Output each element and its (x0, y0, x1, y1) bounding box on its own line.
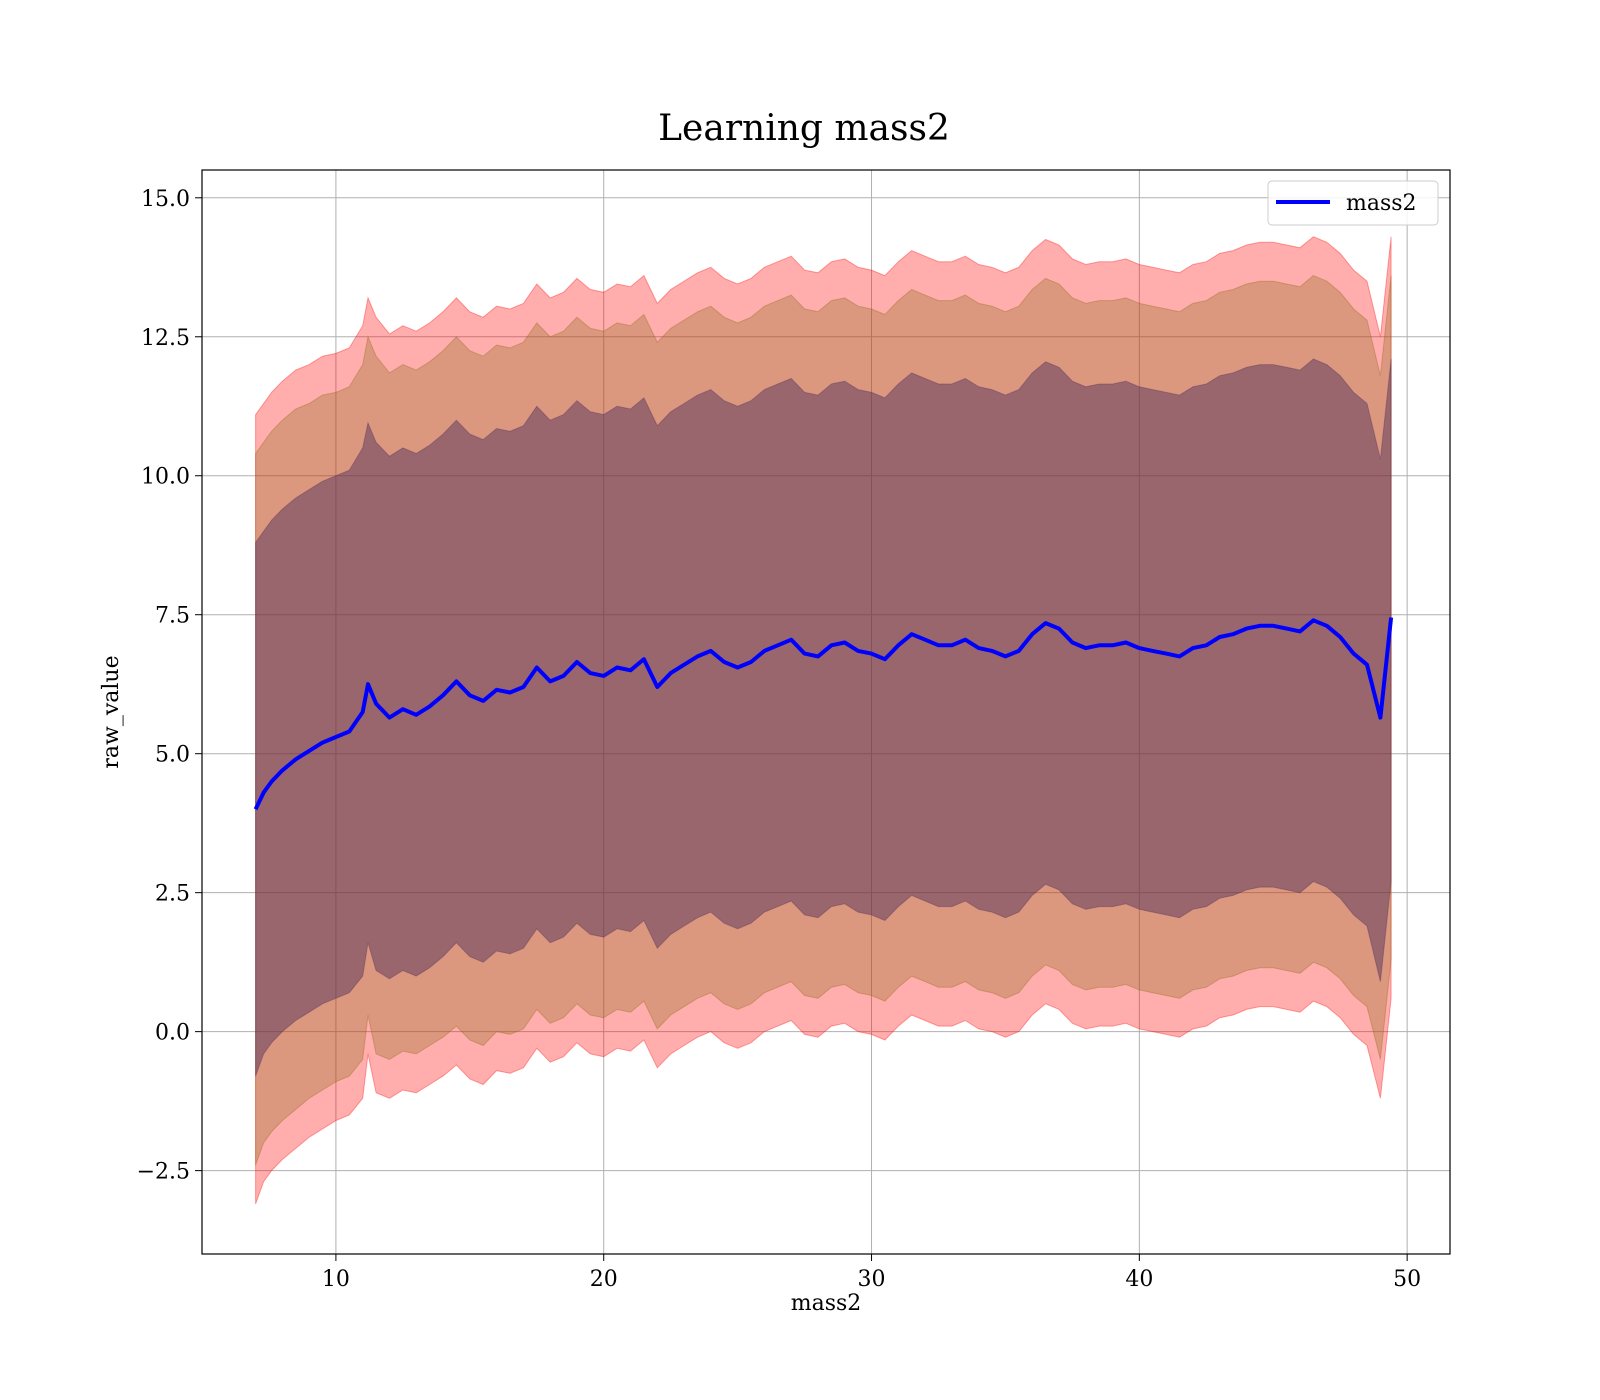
band-inner (255, 358, 1392, 1077)
y-tick-label: 2.5 (155, 882, 190, 907)
y-tick-label: 10.0 (141, 465, 190, 490)
y-tick-label: 12.5 (141, 326, 190, 351)
chart-title: Learning mass2 (658, 108, 950, 149)
x-tick-label: 40 (1125, 1267, 1153, 1292)
x-tick-label: 10 (322, 1267, 350, 1292)
y-tick-label: 5.0 (155, 743, 190, 768)
band-middle (255, 275, 1392, 1166)
y-tick-label: 0.0 (155, 1021, 190, 1046)
x-tick-label: 20 (590, 1267, 618, 1292)
y-tick-label: 15.0 (141, 187, 190, 212)
legend-label-mass2: mass2 (1346, 191, 1417, 216)
x-axis-label: mass2 (791, 1291, 862, 1316)
y-tick-label: −2.5 (137, 1160, 190, 1185)
y-tick-label: 7.5 (155, 604, 190, 629)
bands (255, 236, 1392, 1205)
grid (202, 170, 1450, 1254)
y-axis-label: raw_value (99, 655, 124, 768)
series-lines (253, 617, 1394, 811)
series-line-mass2 (253, 617, 1394, 811)
band-outer (255, 236, 1392, 1205)
ticks: 10 20 30 40 50 −2.5 0.0 2.5 5.0 7.5 10.0 12.5 15.0 (137, 187, 1422, 1292)
legend: mass2 (1267, 180, 1439, 226)
plot-frame (201, 169, 1451, 1255)
x-tick-label: 50 (1393, 1267, 1421, 1292)
legend-box (1267, 180, 1439, 226)
x-tick-label: 30 (858, 1267, 886, 1292)
